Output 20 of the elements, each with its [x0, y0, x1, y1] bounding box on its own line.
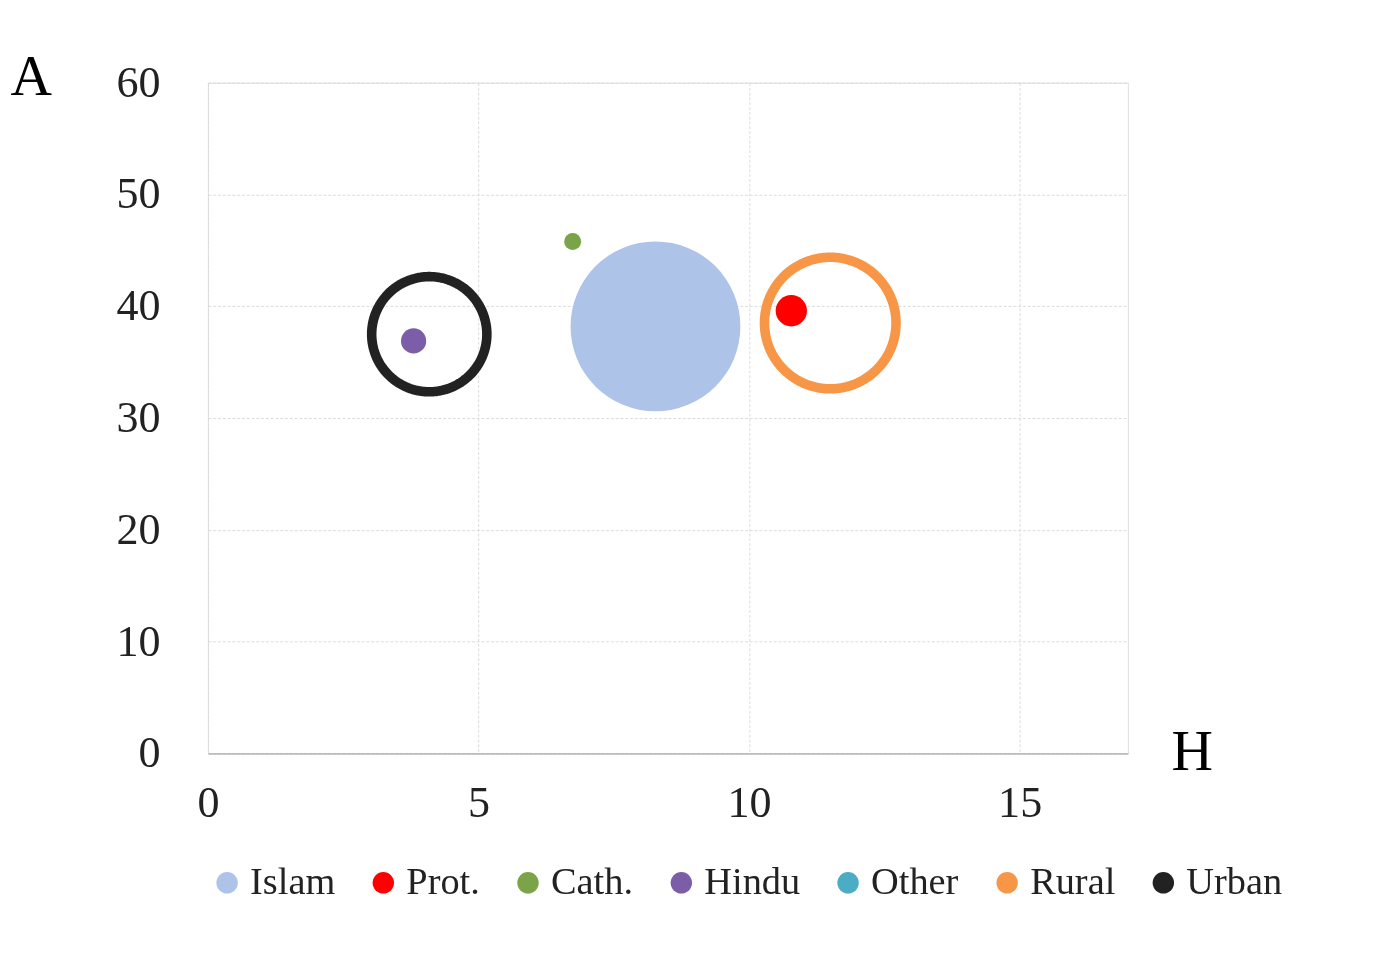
x-tick-label: 5 [467, 778, 491, 828]
y-tick-label: 40 [116, 281, 161, 331]
x-axis-title: H [1171, 719, 1214, 783]
x-tick-label: 0 [197, 778, 220, 828]
legend-label: Urban [1186, 860, 1283, 903]
y-tick-label: 0 [138, 728, 161, 778]
x-tick-label: 15 [998, 778, 1043, 828]
y-tick-label: 20 [116, 504, 161, 554]
y-tick-label: 10 [116, 616, 161, 666]
x-tick-label: 10 [727, 778, 772, 828]
legend-label: Cath. [551, 860, 633, 903]
legend-label: Islam [250, 860, 336, 903]
legend-label: Other [871, 860, 959, 903]
y-axis-title: A [10, 43, 53, 107]
legend-label: Hindu [704, 860, 801, 903]
y-tick-label: 60 [116, 57, 161, 107]
y-tick-label: 30 [116, 392, 161, 442]
legend-label: Rural [1030, 860, 1116, 903]
legend-label: Prot. [406, 860, 480, 903]
y-tick-label: 50 [116, 169, 161, 219]
